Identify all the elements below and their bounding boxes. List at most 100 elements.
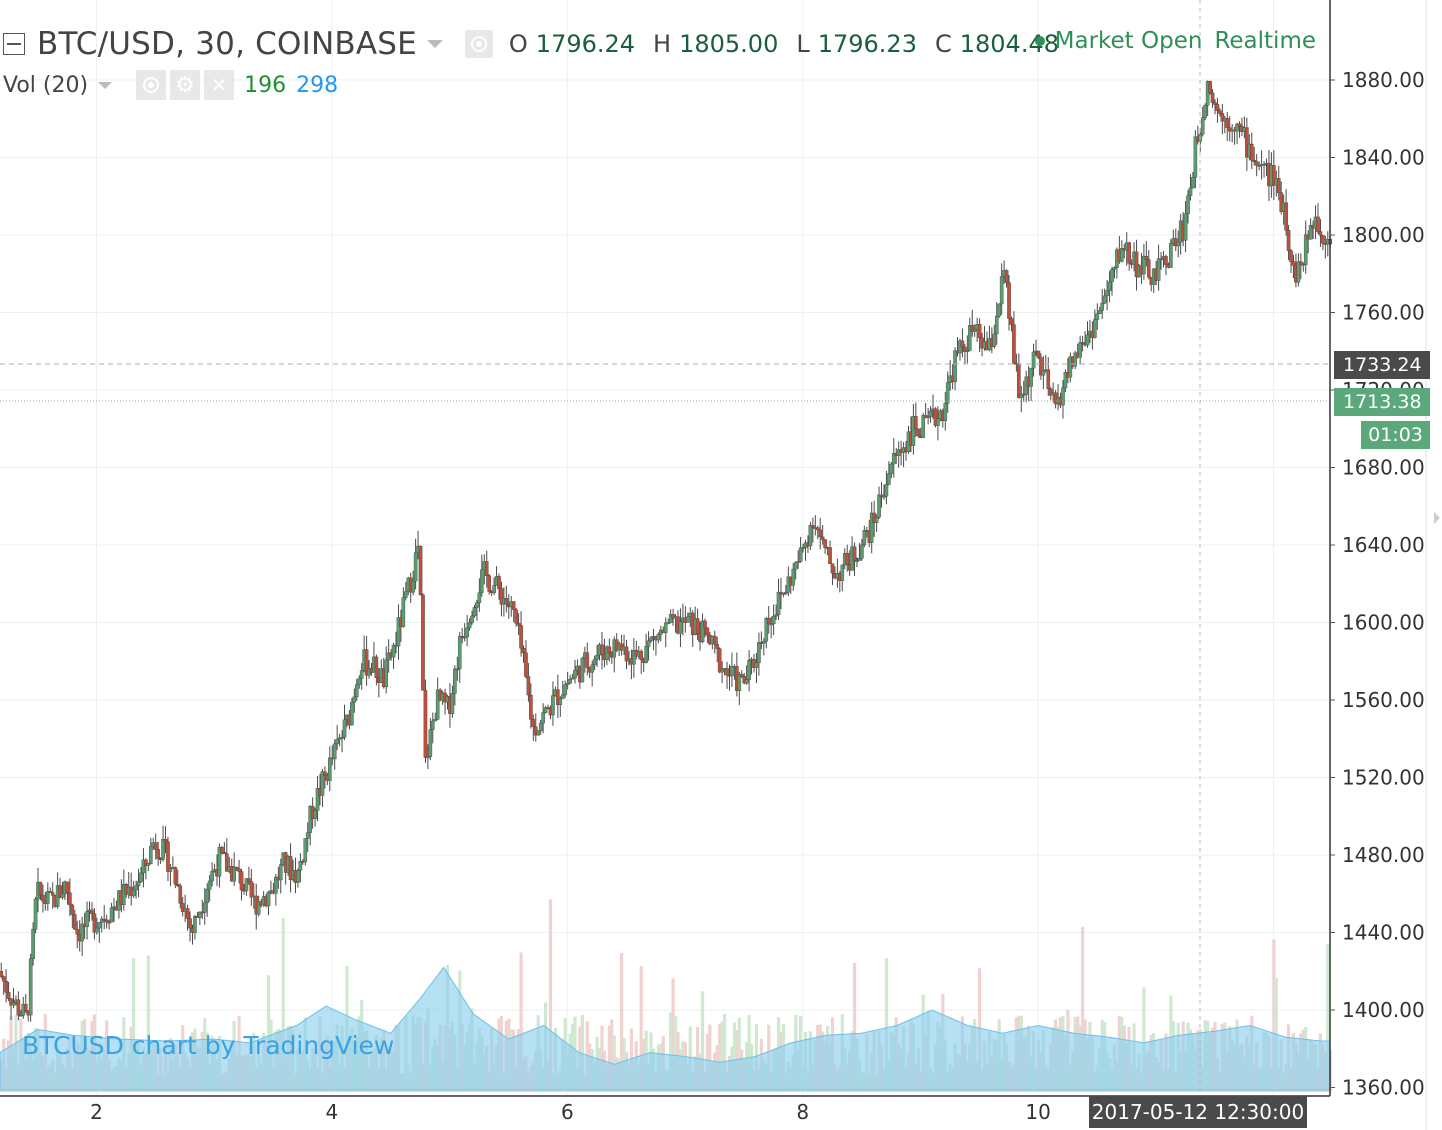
candle-body: [144, 859, 148, 866]
candle-body: [296, 870, 300, 883]
volume-indicator-label[interactable]: Vol (20): [3, 72, 89, 98]
low-value: 1796.23: [817, 30, 917, 58]
candle-body: [411, 580, 415, 593]
candle-body: [244, 878, 249, 892]
volume-bar: [720, 1021, 724, 1092]
candle-body: [1237, 123, 1242, 127]
crosshair-time-tag: 2017-05-12 12:30:00: [1089, 1096, 1307, 1128]
candle-body: [401, 597, 406, 627]
candle-body: [784, 591, 788, 594]
candle-body: [156, 849, 160, 859]
chevron-down-icon[interactable]: [426, 40, 443, 48]
candle-body: [963, 346, 967, 352]
watermark-text[interactable]: BTCUSD chart by TradingView: [22, 1031, 395, 1060]
candle-body: [514, 609, 518, 624]
candle-body: [526, 676, 531, 696]
candle-body: [1144, 255, 1149, 260]
volume-bar: [708, 1024, 712, 1092]
candle-body: [1169, 242, 1173, 268]
time-tick-label: 2: [90, 1100, 103, 1124]
chevron-right-icon[interactable]: [1434, 512, 1440, 524]
high-value: 1805.00: [679, 30, 779, 58]
candle-body: [524, 652, 528, 677]
candle-body: [477, 592, 482, 603]
candle-body: [109, 907, 114, 923]
candle-body: [769, 623, 773, 626]
candle-body: [48, 891, 53, 893]
candle-body: [384, 659, 389, 688]
volume-settings-button[interactable]: ⚙: [170, 70, 201, 100]
candle-body: [580, 657, 585, 683]
candle-body: [531, 719, 536, 727]
volume-bar: [1142, 987, 1146, 1092]
candle-body: [1200, 117, 1205, 135]
candle-body: [332, 743, 337, 760]
candle-body: [328, 757, 332, 781]
price-tick-label: 1680.00: [1342, 456, 1425, 480]
candle-body: [278, 864, 283, 881]
candle-body: [198, 911, 202, 918]
candle-body: [1095, 313, 1100, 320]
volume-remove-button[interactable]: ✕: [204, 70, 235, 100]
candle-body: [1316, 216, 1320, 232]
candle-body: [1272, 165, 1276, 186]
candle-body: [541, 712, 545, 724]
candle-body: [1210, 92, 1215, 103]
candle-body: [141, 859, 146, 874]
candle-body: [879, 494, 884, 498]
candle-body: [163, 839, 168, 842]
price-tick-label: 1880.00: [1342, 68, 1425, 92]
candle-body: [320, 771, 325, 796]
symbol-title[interactable]: BTC/USD, 30, COINBASE: [37, 26, 417, 62]
candle-body: [977, 324, 982, 339]
candle-body: [715, 644, 720, 649]
candle-body: [1112, 267, 1117, 270]
candle-body: [862, 530, 867, 546]
volume-legend: Vol (20) ⚙ ✕ 196 298: [3, 70, 338, 100]
high-label: H: [653, 30, 672, 58]
visibility-toggle-button[interactable]: [464, 30, 493, 58]
candle-body: [404, 591, 408, 598]
candle-body: [686, 616, 690, 623]
candle-body: [85, 911, 89, 928]
candle-body: [1105, 290, 1109, 297]
candle-body: [1252, 160, 1257, 162]
bar-countdown-tag: 01:03: [1361, 421, 1430, 449]
candle-body: [972, 329, 977, 332]
volume-value-1: 196: [244, 72, 287, 98]
chevron-down-icon[interactable]: [98, 81, 113, 89]
candle-body: [315, 788, 320, 811]
candle-body: [266, 891, 271, 907]
candle-body: [80, 923, 84, 942]
candle-body: [1225, 118, 1230, 128]
candle-body: [705, 627, 710, 636]
candle-body: [75, 929, 80, 935]
candle-body: [1063, 372, 1068, 389]
candle-body: [288, 856, 293, 880]
candle-body: [352, 696, 357, 703]
market-status: Market Open Realtime: [1034, 28, 1316, 54]
candle-body: [967, 325, 972, 351]
candle-body: [1048, 388, 1053, 396]
candle-body: [1102, 295, 1107, 304]
candle-body: [31, 928, 35, 960]
candle-body: [546, 707, 550, 709]
volume-bar: [607, 1025, 611, 1092]
candle-body: [1012, 324, 1016, 364]
volume-bar: [673, 1015, 678, 1092]
candle-body: [97, 922, 102, 929]
price-tick-label: 1840.00: [1342, 146, 1425, 170]
price-tick-label: 1360.00: [1342, 1076, 1425, 1100]
candle-body: [823, 539, 827, 548]
candle-body: [342, 719, 347, 738]
candle-body: [874, 516, 879, 523]
collapse-legend-button[interactable]: [3, 33, 25, 55]
candle-body: [131, 889, 136, 897]
candle-body: [1039, 357, 1043, 376]
candle-body: [210, 871, 214, 882]
candle-body: [1227, 127, 1232, 132]
legend-header: BTC/USD, 30, COINBASE O 1796.24 H 1805.00 …: [0, 22, 1069, 66]
volume-visibility-button[interactable]: [136, 70, 167, 100]
candle-body: [840, 564, 845, 581]
